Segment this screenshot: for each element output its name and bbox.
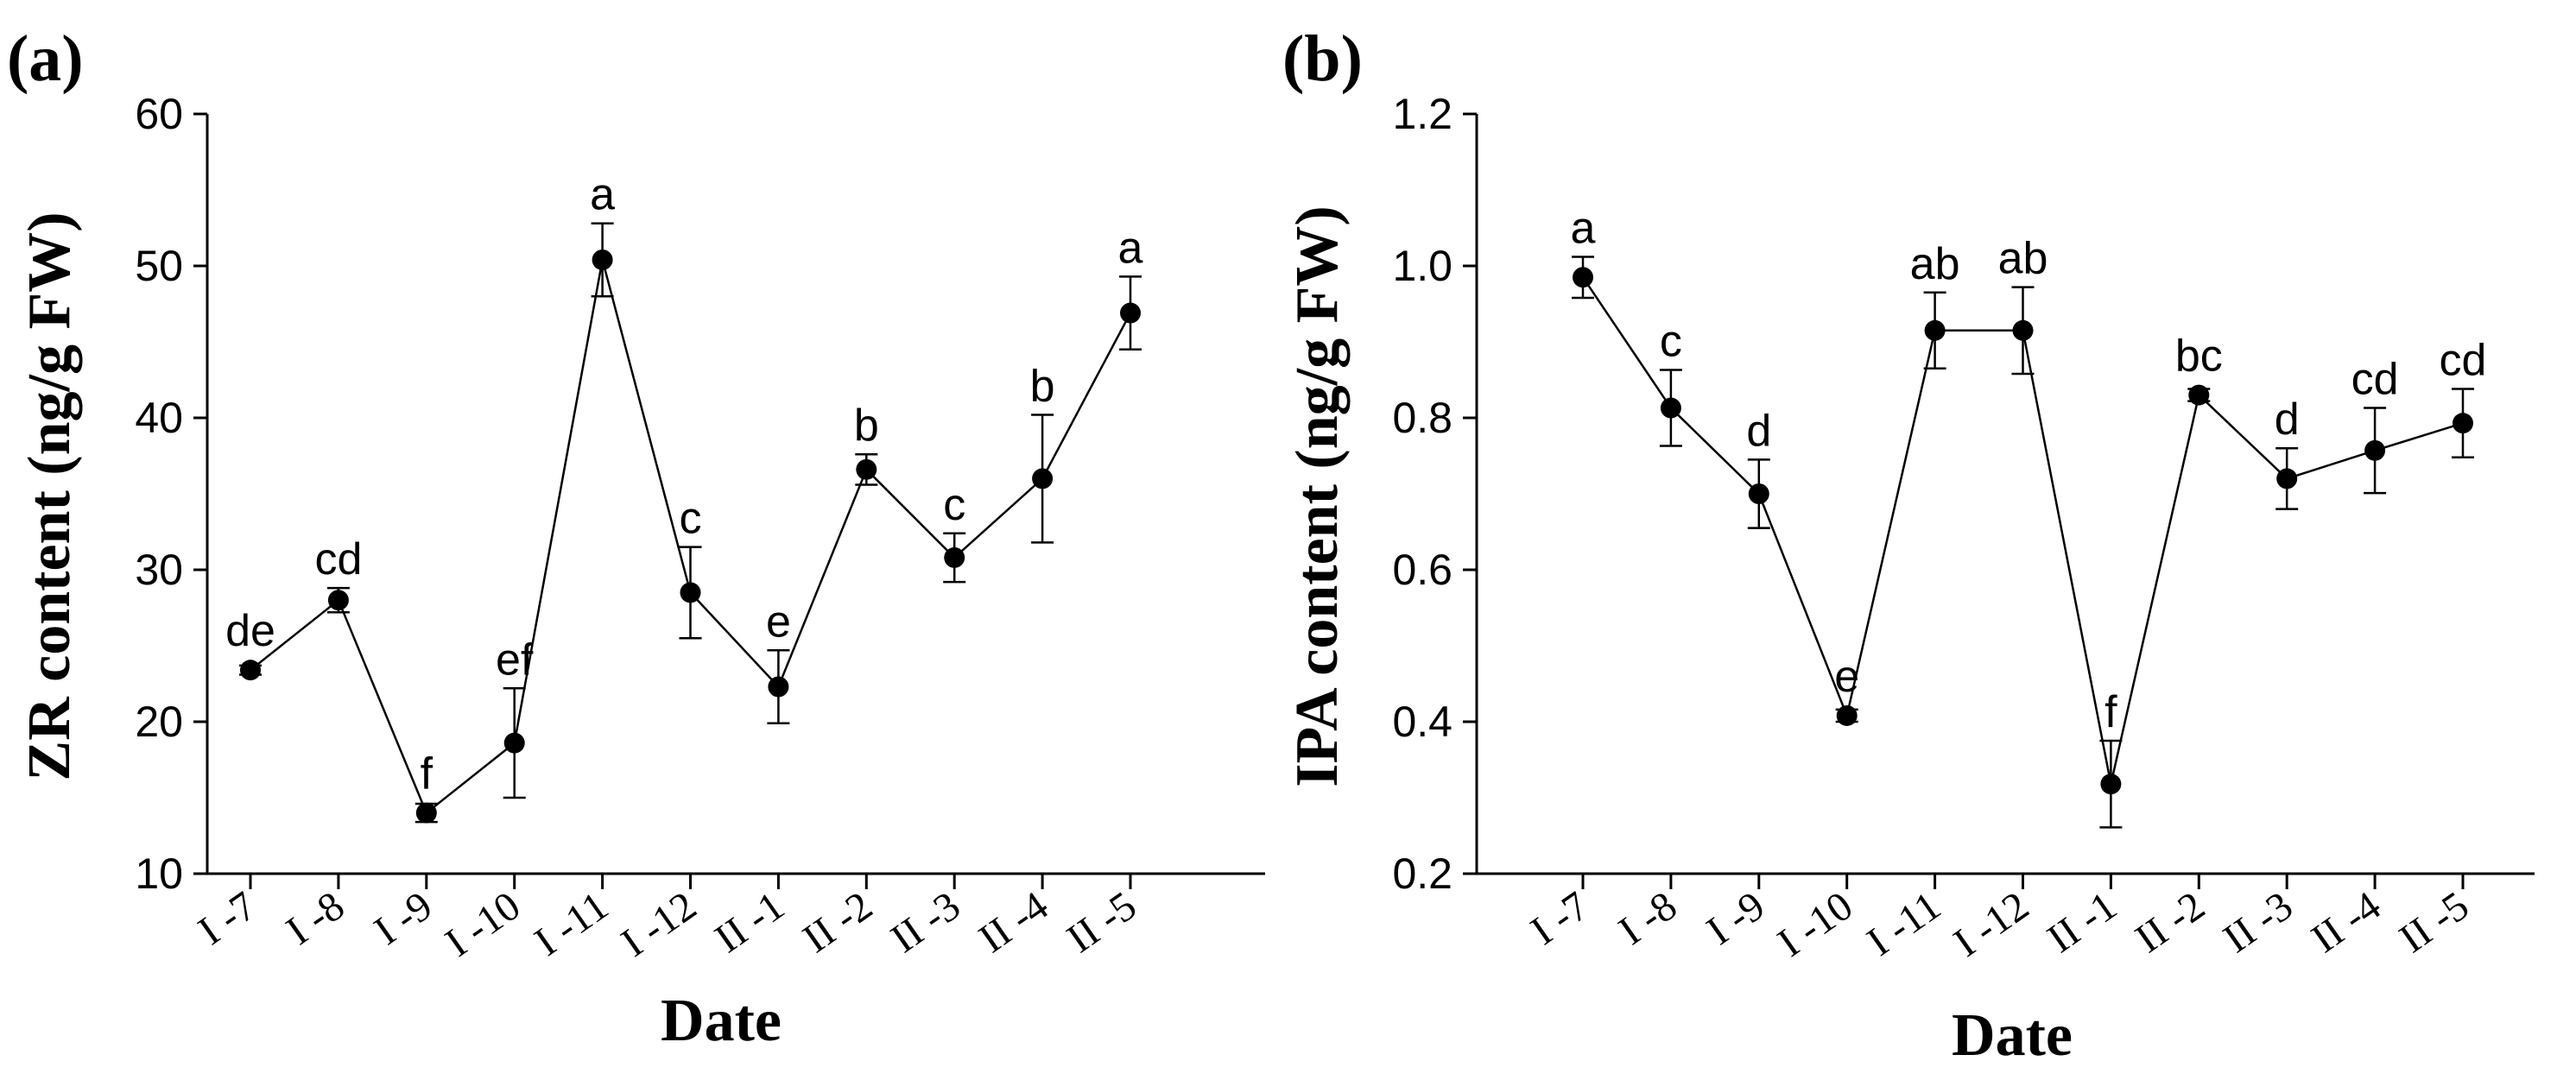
panel-a-x-tick-label: I -7 bbox=[190, 883, 264, 954]
panel-b-significance-label: cd bbox=[2440, 336, 2487, 386]
panel-b-data-point bbox=[1748, 483, 1769, 504]
panel-a-significance-label: de bbox=[225, 606, 275, 656]
panel-a-x-tick-label: I -11 bbox=[527, 883, 617, 965]
panel-a-x-tick-label: I -8 bbox=[278, 883, 352, 954]
panel-b-y-tick-label: 1.2 bbox=[1392, 90, 1453, 138]
panel-b-data-point bbox=[1660, 397, 1681, 419]
panel-a-data-point bbox=[768, 676, 789, 698]
panel-a-x-tick-label: II -1 bbox=[707, 883, 793, 963]
panel-b-x-tick-label: II -2 bbox=[2127, 883, 2212, 963]
panel-b-y-tick-label: 0.4 bbox=[1392, 698, 1453, 746]
panel-b-significance-label: d bbox=[2275, 395, 2300, 445]
panel-b-significance-label: cd bbox=[2351, 355, 2399, 405]
panel-a-data-point bbox=[1032, 468, 1054, 489]
panel-b-significance-label: ab bbox=[1910, 239, 1960, 289]
panel-b-x-tick-label: I -8 bbox=[1611, 883, 1685, 954]
panel-b-label: (b) bbox=[1282, 22, 1363, 95]
panel-a-significance-label: cd bbox=[314, 534, 362, 584]
panel-a-y-tick-label: 50 bbox=[135, 242, 183, 290]
panel-a-x-tick-label: II -4 bbox=[971, 883, 1056, 963]
panel-b-data-point bbox=[2276, 468, 2298, 489]
panel-b-x-tick-label: I -12 bbox=[1946, 883, 2037, 966]
panel-a-data-point bbox=[415, 802, 437, 824]
panel-b-data-point bbox=[1924, 319, 1946, 341]
panel-a-data-point bbox=[327, 590, 349, 611]
panel-a-y-axis-title: ZR content (ng/g FW) bbox=[16, 212, 83, 780]
panel-a-data-point bbox=[592, 249, 613, 270]
panel-b: (b) IPA content (ng/g FW) Date 0.2 0.4 0.6… bbox=[1282, 22, 2535, 1069]
panel-a-y-tick-label: 40 bbox=[135, 394, 183, 442]
panel-a-x-tick-label: II -2 bbox=[794, 883, 880, 963]
panel-b-x-tick-label: II -4 bbox=[2303, 883, 2389, 963]
panel-a-x-tick-label: II -5 bbox=[1059, 883, 1144, 963]
panel-b-y-tick-label: 1.0 bbox=[1392, 242, 1453, 290]
panel-a-significance-label: c bbox=[680, 494, 702, 544]
panel-a-significance-label: a bbox=[590, 170, 615, 220]
panel-b-significance-label: e bbox=[1834, 652, 1859, 702]
panel-b-significance-label: ab bbox=[1998, 234, 2048, 284]
panel-a-x-tick-label: I -9 bbox=[366, 883, 440, 954]
panel-b-x-tick-label: II -1 bbox=[2040, 883, 2125, 963]
panel-b-significance-label: f bbox=[2104, 687, 2117, 737]
panel-b-x-tick-label: I -7 bbox=[1522, 883, 1597, 954]
panel-a-data-point bbox=[503, 732, 525, 754]
panel-a-label: (a) bbox=[7, 22, 84, 95]
panel-b-x-tick-label: I -10 bbox=[1769, 883, 1861, 966]
panel-b-x-axis-title: Date bbox=[1952, 1002, 2073, 1069]
panel-a-y-tick-label: 60 bbox=[135, 90, 183, 138]
panel-a-x-tick-label: I -12 bbox=[613, 883, 705, 966]
panel-a-significance-label: ef bbox=[496, 635, 534, 685]
panel-b-y-tick-label: 0.6 bbox=[1392, 546, 1453, 594]
panel-a-y-tick-label: 20 bbox=[135, 698, 183, 746]
panel-b-data-point bbox=[2100, 774, 2122, 795]
panel-a-data-point bbox=[680, 582, 701, 603]
panel-b-y-tick-label: 0.8 bbox=[1392, 394, 1453, 442]
panel-a-data-point bbox=[1120, 302, 1141, 324]
panel-b-data-point bbox=[2188, 384, 2210, 406]
panel-b-significance-label: d bbox=[1746, 406, 1771, 456]
panel-b-data-point bbox=[2364, 439, 2386, 461]
panel-b-y-axis-title: IPA content (ng/g FW) bbox=[1284, 205, 1351, 786]
panel-b-significance-label: c bbox=[1660, 317, 1682, 367]
panel-a-significance-label: b bbox=[854, 401, 879, 451]
panel-b-significance-label: bc bbox=[2175, 332, 2223, 382]
panel-a-x-axis-title: Date bbox=[661, 988, 782, 1054]
panel-a-significance-label: f bbox=[421, 749, 434, 799]
panel-a-significance-label: b bbox=[1030, 361, 1055, 411]
panel-a-x-tick-label: I -10 bbox=[437, 883, 528, 966]
panel-a-significance-label: c bbox=[943, 480, 965, 530]
panel-a-data-point bbox=[856, 458, 877, 480]
panel-a-data-point bbox=[240, 660, 261, 681]
panel-b-data-point bbox=[2012, 319, 2034, 341]
panel-b-x-tick-label: II -3 bbox=[2215, 883, 2301, 963]
panel-a-significance-label: a bbox=[1118, 223, 1143, 273]
panel-b-data-point bbox=[1836, 704, 1858, 726]
panel-a: (a) ZR content (ng/g FW) Date 10 20 30 40 50… bbox=[7, 22, 1265, 1054]
panel-a-y-tick-label: 30 bbox=[135, 546, 183, 594]
panel-a-x-tick-label: II -3 bbox=[883, 883, 968, 963]
panel-b-y-tick-label: 0.2 bbox=[1392, 849, 1453, 898]
panel-b-x-tick-label: II -5 bbox=[2391, 883, 2477, 963]
panel-b-data-point bbox=[1573, 267, 1593, 288]
panel-b-x-tick-label: I -9 bbox=[1699, 883, 1773, 954]
panel-b-significance-label: a bbox=[1571, 203, 1596, 253]
panel-a-significance-label: e bbox=[766, 597, 791, 647]
panel-a-y-tick-label: 10 bbox=[135, 849, 183, 898]
panel-b-x-tick-label: I -11 bbox=[1859, 883, 1949, 965]
panel-b-data-point bbox=[2453, 413, 2473, 434]
panel-a-data-point bbox=[944, 546, 965, 568]
